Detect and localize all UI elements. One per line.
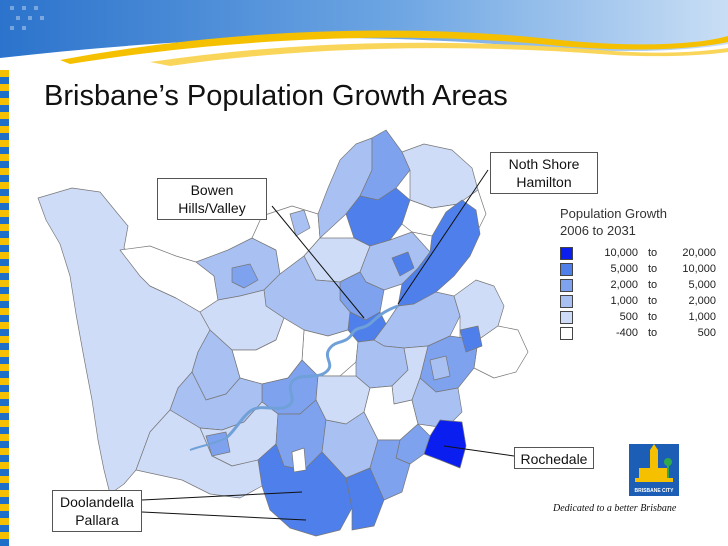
header-banner <box>0 0 728 70</box>
legend-high: 20,000 <box>682 247 716 259</box>
legend-to: to <box>648 247 658 259</box>
leader-rochedale <box>443 445 515 457</box>
legend-title-line2: 2006 to 2031 <box>560 223 636 238</box>
callout-bowen-hills: Bowen Hills/Valley <box>157 178 267 220</box>
leader-doolandella-1 <box>141 491 303 501</box>
legend-low: 5,000 <box>610 263 638 275</box>
legend-title-line1: Population Growth <box>560 206 667 221</box>
legend-low: 1,000 <box>610 295 638 307</box>
tagline: Dedicated to a better Brisbane <box>553 503 677 514</box>
city-hall-icon <box>635 444 673 482</box>
legend-swatch <box>560 327 573 340</box>
legend-high: 500 <box>697 327 716 339</box>
callout-rochedale: Rochedale <box>514 447 594 469</box>
slide-title: Brisbane’s Population Growth Areas <box>44 80 508 112</box>
legend-high: 1,000 <box>688 311 716 323</box>
legend-low: 2,000 <box>610 279 638 291</box>
region-pocket <box>291 447 307 473</box>
region-east-b <box>473 325 529 379</box>
legend-low: 10,000 <box>604 247 638 259</box>
callout-rochedale-label: Rochedale <box>520 451 588 467</box>
legend-title: Population Growth 2006 to 2031 <box>560 205 667 239</box>
leader-northshore <box>397 169 489 305</box>
side-stripe <box>0 70 9 546</box>
region-rochedale <box>423 419 467 469</box>
legend-swatch <box>560 295 573 308</box>
callout-bowen-line1: Bowen <box>190 182 234 198</box>
legend-swatch <box>560 279 573 292</box>
legend-high: 2,000 <box>688 295 716 307</box>
brisbane-city-logo: BRISBANE CITY <box>629 444 679 496</box>
callout-bowen-line2: Hills/Valley <box>178 200 246 216</box>
legend-to: to <box>648 327 658 339</box>
callout-northshore-line2: Hamilton <box>516 174 572 190</box>
legend-swatch <box>560 311 573 324</box>
brisbane-river <box>225 304 399 440</box>
leader-bowen <box>271 205 365 319</box>
legend-to: to <box>648 295 658 307</box>
legend-swatch <box>560 247 573 260</box>
legend-high: 10,000 <box>682 263 716 275</box>
callout-north-shore: Noth Shore Hamilton <box>490 152 598 194</box>
legend-to: to <box>648 263 658 275</box>
logo-text: BRISBANE CITY <box>634 488 674 494</box>
region-south-west-border <box>135 409 263 499</box>
legend-low: -400 <box>615 327 638 339</box>
leader-doolandella-2 <box>141 511 307 521</box>
callout-doolandella-line2: Pallara <box>75 512 119 528</box>
legend-swatch <box>560 263 573 276</box>
legend-high: 5,000 <box>688 279 716 291</box>
callout-northshore-line1: Noth Shore <box>508 156 580 172</box>
legend-low: 500 <box>619 311 638 323</box>
legend-to: to <box>648 311 658 323</box>
callout-doolandella-line1: Doolandella <box>60 494 134 510</box>
region-south-border <box>345 467 385 531</box>
callout-doolandella: Doolandella Pallara <box>52 490 142 532</box>
region-south-east-a <box>411 377 463 429</box>
legend-to: to <box>648 279 658 291</box>
